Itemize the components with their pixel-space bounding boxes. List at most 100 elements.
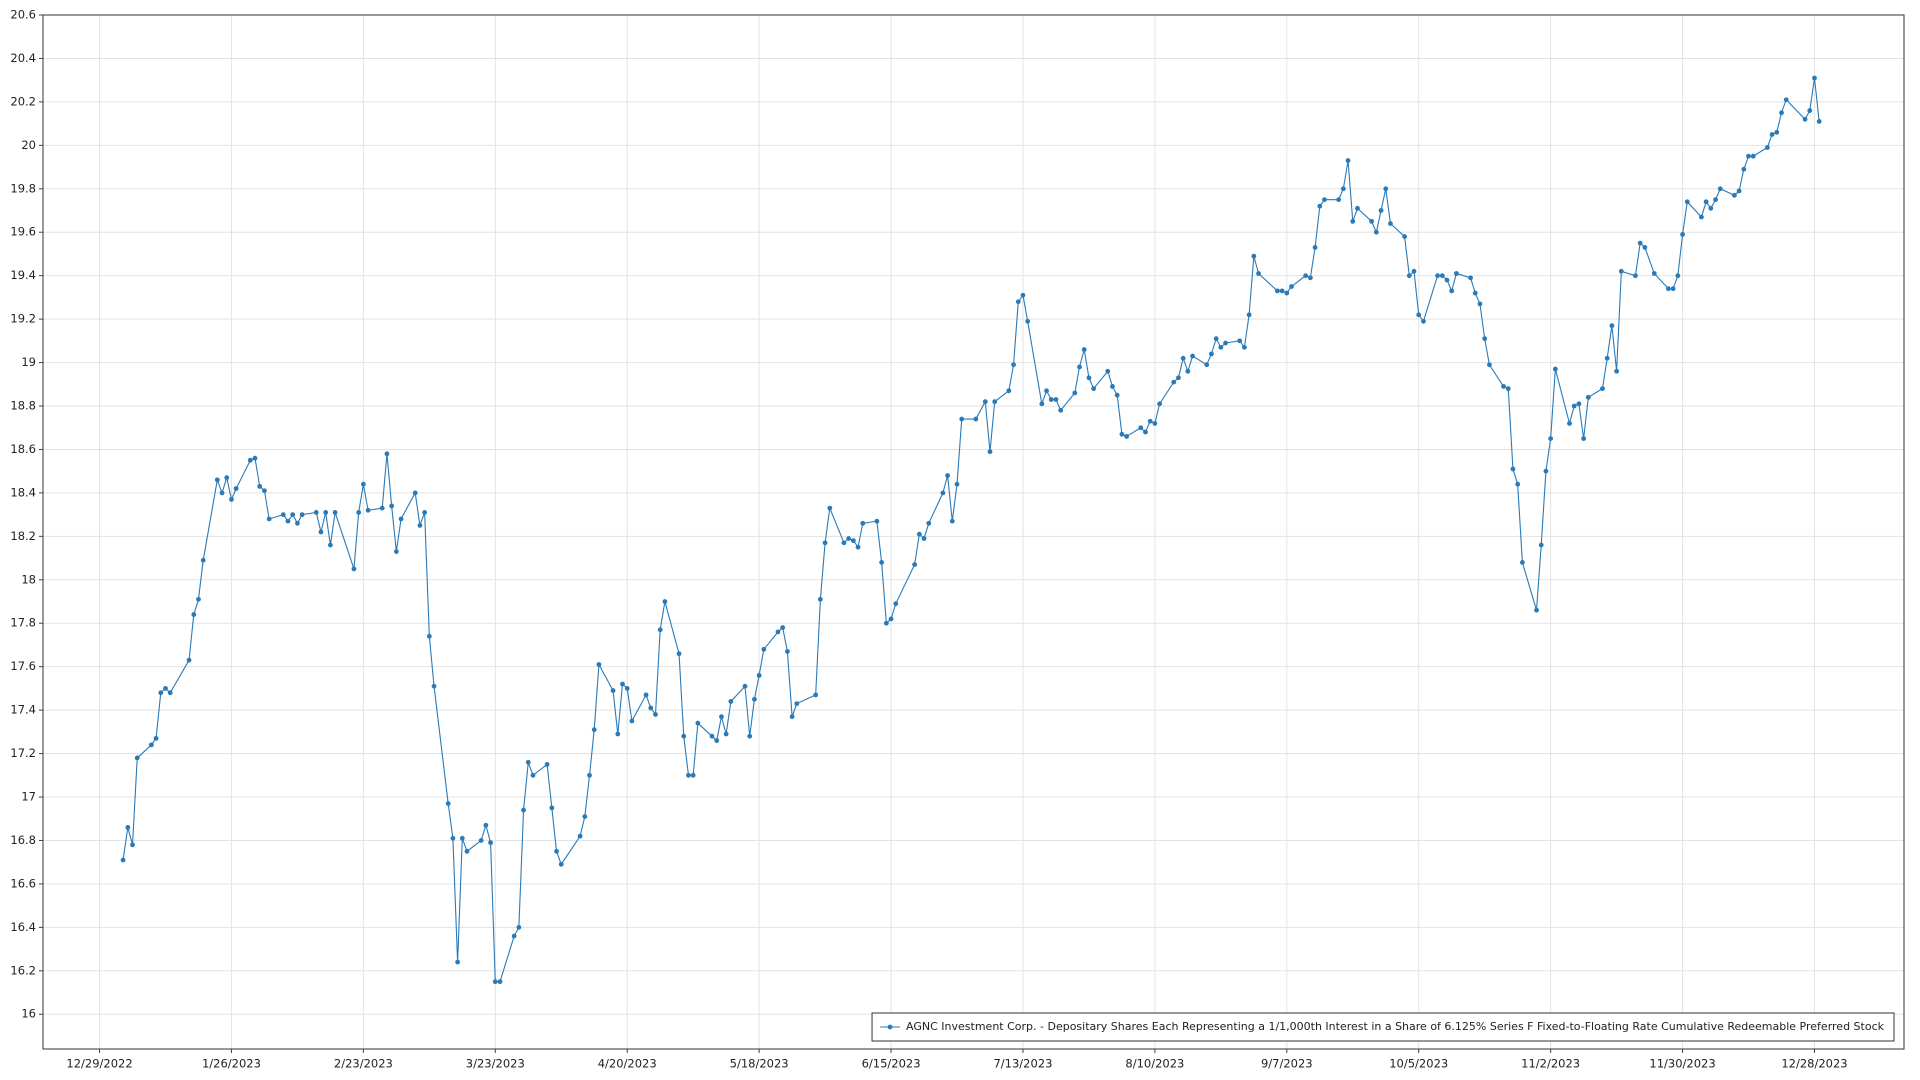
data-point xyxy=(1713,197,1718,203)
data-point xyxy=(686,772,691,778)
data-point xyxy=(780,625,786,630)
data-point xyxy=(591,727,597,733)
data-point xyxy=(841,540,847,546)
data-point xyxy=(219,490,225,496)
y-tick-label: 16 xyxy=(21,1007,36,1021)
data-point xyxy=(351,566,357,572)
y-tick-label: 19.6 xyxy=(10,225,36,239)
data-point xyxy=(1307,275,1313,281)
data-point xyxy=(1731,192,1737,198)
data-point xyxy=(1746,153,1751,159)
data-point xyxy=(356,510,362,515)
data-point xyxy=(1774,129,1780,135)
data-point xyxy=(483,822,489,828)
data-point xyxy=(412,490,418,496)
data-point xyxy=(1642,245,1648,250)
data-point xyxy=(1147,418,1153,424)
y-tick-label: 17.4 xyxy=(10,703,36,717)
data-point xyxy=(332,510,338,515)
data-point xyxy=(1699,214,1704,220)
data-point xyxy=(158,690,164,696)
y-tick-label: 16.4 xyxy=(10,920,36,934)
y-tick-label: 20.2 xyxy=(10,94,36,108)
data-point xyxy=(1279,288,1285,294)
data-point xyxy=(1303,273,1309,279)
x-tick-label: 7/13/2023 xyxy=(993,1057,1052,1071)
data-point xyxy=(1058,407,1064,413)
legend-box xyxy=(871,1012,1895,1042)
data-point xyxy=(789,714,795,720)
data-point xyxy=(1468,275,1473,281)
data-point xyxy=(214,477,220,483)
data-point xyxy=(365,507,371,513)
legend: AGNC Investment Corp. - Depositary Share… xyxy=(871,1012,1895,1042)
data-point xyxy=(191,612,197,617)
data-point xyxy=(1218,344,1224,350)
x-tick-label: 1/26/2023 xyxy=(202,1057,261,1071)
data-point xyxy=(1006,388,1012,394)
data-point xyxy=(973,416,979,422)
data-point xyxy=(1482,336,1488,342)
data-point xyxy=(1105,368,1111,374)
data-point xyxy=(916,531,922,537)
y-tick-label: 18.2 xyxy=(10,529,36,543)
data-point xyxy=(120,857,126,863)
data-point xyxy=(1110,384,1115,389)
y-tick-label: 19.2 xyxy=(10,312,36,326)
data-point xyxy=(1769,132,1775,137)
data-point xyxy=(912,562,918,567)
data-point xyxy=(992,399,998,405)
data-point xyxy=(459,835,465,841)
data-point xyxy=(1209,351,1214,357)
data-point xyxy=(1543,468,1549,474)
data-point xyxy=(1609,323,1615,329)
data-point xyxy=(1251,253,1257,259)
data-point xyxy=(775,629,781,635)
data-point xyxy=(1048,397,1054,402)
data-point xyxy=(874,518,880,524)
data-point xyxy=(1486,362,1492,368)
data-point xyxy=(954,481,960,487)
data-point xyxy=(257,483,263,489)
data-point xyxy=(883,620,889,626)
y-tick-label: 18.4 xyxy=(10,485,36,499)
data-point xyxy=(1020,292,1026,298)
data-point xyxy=(1213,336,1219,342)
data-point xyxy=(1190,353,1195,359)
data-point xyxy=(1633,273,1638,279)
data-point xyxy=(1406,273,1412,279)
data-point xyxy=(1779,110,1784,116)
data-point xyxy=(1237,338,1243,344)
data-point xyxy=(1185,368,1191,374)
data-point xyxy=(163,686,168,691)
data-point xyxy=(813,692,819,698)
data-point xyxy=(1802,116,1808,122)
data-point xyxy=(1576,401,1582,407)
data-point xyxy=(596,662,602,667)
data-point xyxy=(855,544,861,550)
data-point xyxy=(940,490,946,496)
legend-swatch-point xyxy=(887,1024,893,1030)
data-point xyxy=(1666,286,1671,292)
data-point xyxy=(987,449,993,455)
data-point xyxy=(130,842,135,848)
data-point xyxy=(1274,288,1280,294)
data-point xyxy=(1223,340,1228,346)
data-point xyxy=(200,557,206,563)
x-tick-label: 11/30/2023 xyxy=(1649,1057,1715,1071)
data-point xyxy=(690,772,696,778)
data-point xyxy=(1373,229,1379,235)
data-point xyxy=(1242,344,1247,350)
data-point xyxy=(1684,199,1690,205)
data-point xyxy=(949,518,955,524)
data-point xyxy=(657,627,663,633)
data-point xyxy=(1581,436,1587,441)
data-point xyxy=(1764,145,1770,150)
data-point xyxy=(1176,375,1181,381)
data-point xyxy=(247,457,253,463)
y-tick-label: 18.6 xyxy=(10,442,36,456)
data-point xyxy=(516,924,522,930)
data-point xyxy=(1477,301,1483,307)
data-point xyxy=(299,512,305,518)
